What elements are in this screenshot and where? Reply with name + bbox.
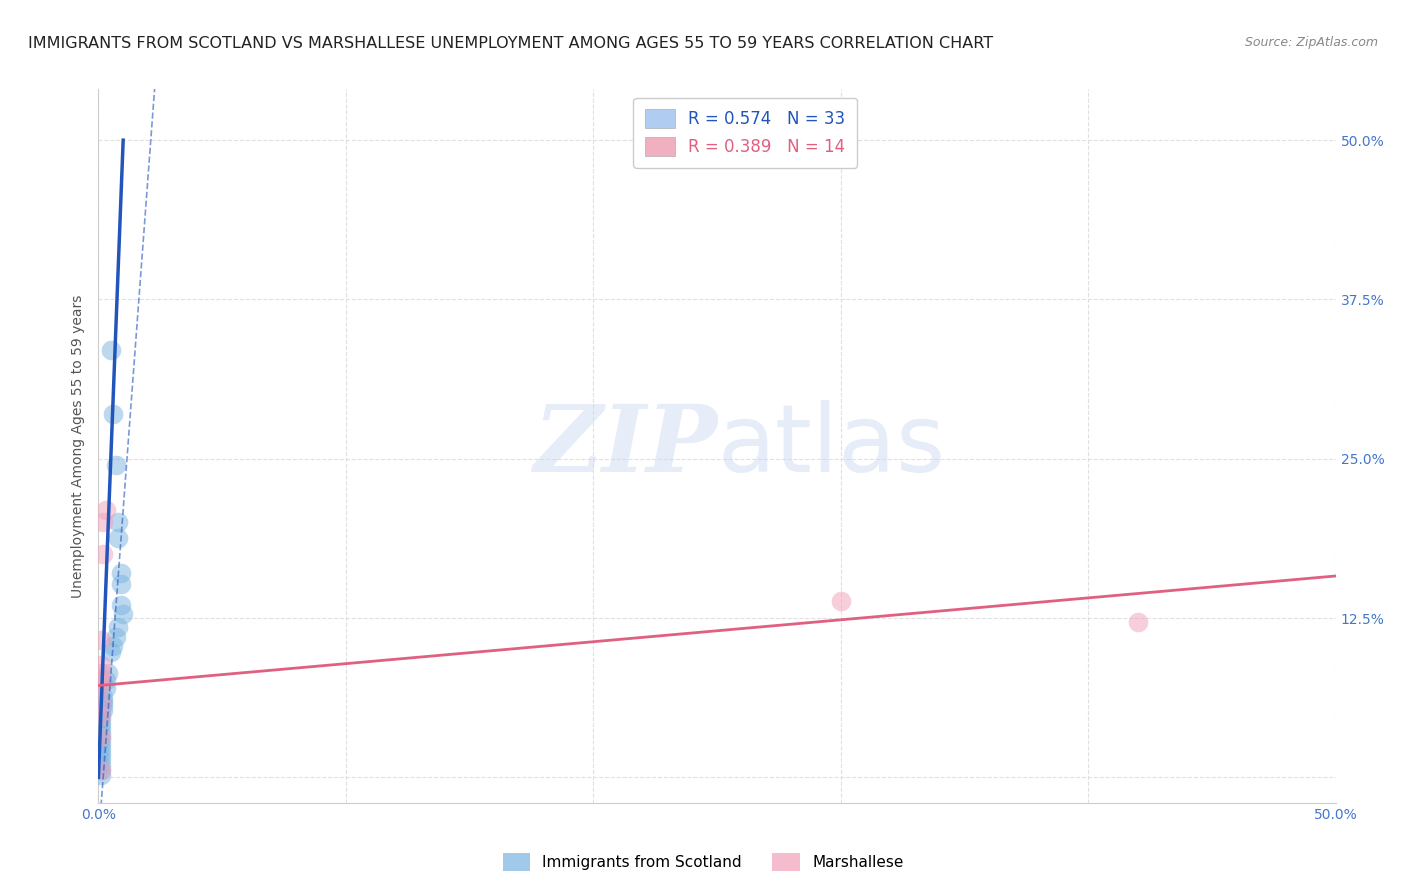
Point <box>90 727 112 741</box>
Point <box>90 757 112 772</box>
Point <box>90 742 112 756</box>
Legend: R = 0.574   N = 33, R = 0.389   N = 14: R = 0.574 N = 33, R = 0.389 N = 14 <box>634 97 858 168</box>
Point <box>112 607 135 622</box>
Text: Source: ZipAtlas.com: Source: ZipAtlas.com <box>1244 36 1378 49</box>
Point <box>90 673 112 688</box>
Point <box>103 407 125 421</box>
Point <box>90 768 112 782</box>
Point <box>90 658 112 673</box>
Point <box>104 630 127 644</box>
Point <box>90 732 112 747</box>
Point <box>104 458 127 472</box>
Text: IMMIGRANTS FROM SCOTLAND VS MARSHALLESE UNEMPLOYMENT AMONG AGES 55 TO 59 YEARS C: IMMIGRANTS FROM SCOTLAND VS MARSHALLESE … <box>28 36 993 51</box>
Point <box>110 576 132 591</box>
Point <box>94 502 117 516</box>
Point <box>103 639 125 653</box>
Point <box>93 516 115 530</box>
Point <box>90 679 112 693</box>
Point <box>93 703 115 717</box>
Point <box>97 665 120 680</box>
Point <box>107 620 129 634</box>
Point <box>93 547 115 561</box>
Point <box>93 690 115 704</box>
Point <box>107 516 129 530</box>
Y-axis label: Unemployment Among Ages 55 to 59 years: Unemployment Among Ages 55 to 59 years <box>70 294 84 598</box>
Point <box>90 632 112 647</box>
Point <box>110 566 132 581</box>
Point <box>90 697 112 711</box>
Point <box>90 716 112 731</box>
Point <box>94 673 117 688</box>
Point <box>94 681 117 695</box>
Point <box>110 599 132 613</box>
Text: ZIP: ZIP <box>533 401 717 491</box>
Point <box>1126 615 1149 629</box>
Point <box>100 645 122 659</box>
Point <box>100 343 122 358</box>
Point <box>93 698 115 712</box>
Point <box>90 709 112 723</box>
Point <box>93 694 115 708</box>
Point <box>90 712 112 726</box>
Point <box>90 722 112 736</box>
Point <box>830 594 852 608</box>
Point <box>90 730 112 744</box>
Point <box>90 665 112 680</box>
Legend: Immigrants from Scotland, Marshallese: Immigrants from Scotland, Marshallese <box>494 844 912 880</box>
Point <box>90 706 112 721</box>
Point <box>90 763 112 777</box>
Point <box>107 531 129 545</box>
Point <box>90 737 112 751</box>
Point <box>90 747 112 762</box>
Text: atlas: atlas <box>717 400 945 492</box>
Point <box>90 752 112 766</box>
Point <box>90 763 112 777</box>
